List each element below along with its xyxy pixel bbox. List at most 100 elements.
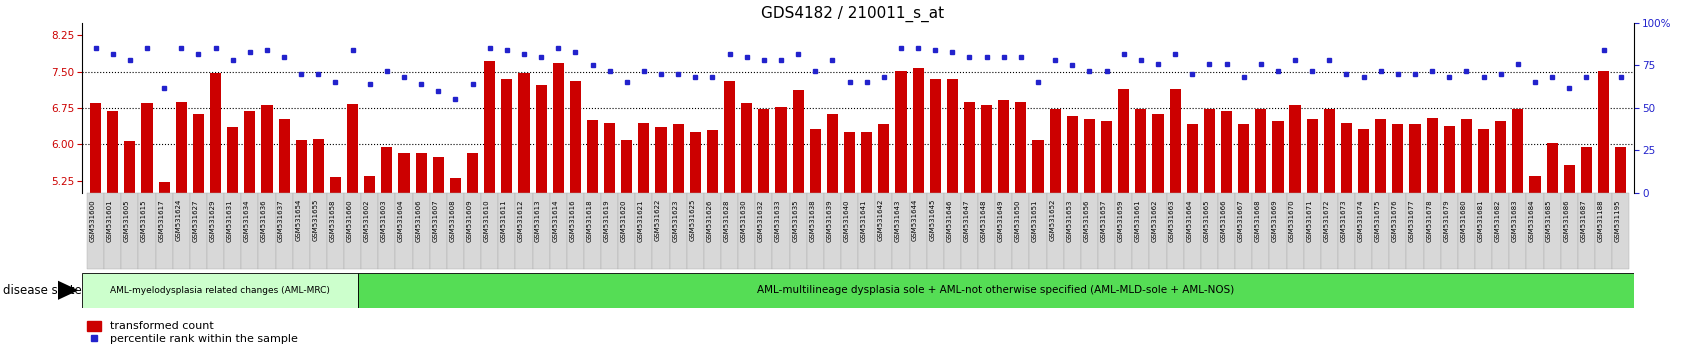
Bar [827, 114, 837, 193]
Bar [723, 81, 735, 193]
Text: GSM531665: GSM531665 [1202, 199, 1209, 241]
Bar [467, 153, 477, 193]
Bar [806, 193, 824, 269]
Bar [757, 109, 769, 193]
Bar [1115, 193, 1132, 269]
Bar [689, 132, 701, 193]
Text: GSM531662: GSM531662 [1151, 199, 1158, 241]
Text: GSM531633: GSM531633 [774, 199, 781, 242]
Text: GSM531622: GSM531622 [655, 199, 660, 241]
Bar [1306, 119, 1316, 193]
Bar [261, 104, 273, 193]
Bar [257, 193, 275, 269]
Bar [912, 68, 922, 193]
Bar [651, 193, 670, 269]
Bar [278, 119, 290, 193]
Bar [90, 103, 101, 193]
Bar [1045, 193, 1064, 269]
Bar [1217, 193, 1234, 269]
Bar [430, 193, 447, 269]
Text: GSM531636: GSM531636 [261, 199, 266, 242]
Bar [1083, 119, 1095, 193]
Text: GSM531645: GSM531645 [929, 199, 934, 241]
Bar [994, 193, 1011, 269]
Bar [858, 193, 875, 269]
Text: GSM531614: GSM531614 [552, 199, 558, 241]
Text: GSM531673: GSM531673 [1340, 199, 1345, 242]
Bar [223, 193, 240, 269]
Text: GSM531195: GSM531195 [1613, 199, 1620, 241]
Bar [227, 127, 239, 193]
Text: GSM531654: GSM531654 [295, 199, 302, 241]
Bar [210, 73, 222, 193]
Bar [793, 90, 803, 193]
Bar [1371, 193, 1388, 269]
Text: GSM531612: GSM531612 [518, 199, 523, 241]
Bar [312, 138, 324, 193]
Text: GSM531620: GSM531620 [621, 199, 626, 241]
Text: GSM531628: GSM531628 [723, 199, 730, 241]
Bar [193, 114, 205, 193]
Bar [638, 122, 650, 193]
Bar [1221, 112, 1231, 193]
Bar [772, 193, 789, 269]
Bar [587, 120, 598, 193]
Bar [1134, 109, 1146, 193]
Text: GSM531611: GSM531611 [501, 199, 506, 242]
Bar [1611, 193, 1628, 269]
Bar [1546, 143, 1557, 193]
Bar [1272, 121, 1282, 193]
Text: GSM531687: GSM531687 [1579, 199, 1586, 242]
Bar [895, 70, 905, 193]
Bar [1286, 193, 1303, 269]
Text: GSM531680: GSM531680 [1459, 199, 1466, 242]
Bar [293, 193, 310, 269]
Text: GSM531659: GSM531659 [1117, 199, 1124, 241]
Text: GSM531617: GSM531617 [159, 199, 164, 242]
Bar [501, 79, 512, 193]
Bar [1458, 193, 1475, 269]
Bar [155, 193, 172, 269]
Bar [275, 193, 293, 269]
Text: GDS4182 / 210011_s_at: GDS4182 / 210011_s_at [760, 5, 945, 22]
Text: GSM531652: GSM531652 [1049, 199, 1055, 241]
Text: GSM531661: GSM531661 [1134, 199, 1141, 242]
Text: GSM531679: GSM531679 [1442, 199, 1449, 242]
Bar [977, 193, 994, 269]
Bar [515, 193, 532, 269]
Text: GSM531638: GSM531638 [808, 199, 815, 242]
Text: GSM531608: GSM531608 [448, 199, 455, 242]
Bar [721, 193, 738, 269]
Text: AML-myelodysplasia related changes (AML-MRC): AML-myelodysplasia related changes (AML-… [109, 286, 329, 295]
Bar [789, 193, 806, 269]
Bar [892, 193, 909, 269]
Bar [810, 129, 820, 193]
Bar [1391, 124, 1403, 193]
Bar [621, 139, 633, 193]
Text: GSM531685: GSM531685 [1545, 199, 1552, 241]
Bar [1477, 129, 1488, 193]
Bar [909, 193, 926, 269]
Bar [600, 193, 617, 269]
Text: GSM531676: GSM531676 [1391, 199, 1396, 242]
Bar [176, 102, 188, 193]
Text: GSM531624: GSM531624 [176, 199, 181, 241]
Text: GSM531637: GSM531637 [278, 199, 285, 242]
Bar [926, 193, 943, 269]
Text: GSM531601: GSM531601 [107, 199, 113, 242]
Bar [481, 193, 498, 269]
Bar [670, 193, 687, 269]
Text: GSM531681: GSM531681 [1477, 199, 1483, 242]
Bar [358, 273, 1633, 308]
Text: GSM531619: GSM531619 [604, 199, 609, 242]
Bar [121, 193, 138, 269]
Bar [1251, 193, 1269, 269]
Text: GSM531621: GSM531621 [638, 199, 643, 241]
Text: GSM531600: GSM531600 [90, 199, 95, 242]
Bar [1303, 193, 1320, 269]
Bar [450, 178, 460, 193]
Bar [382, 147, 392, 193]
Bar [396, 193, 413, 269]
Bar [1204, 109, 1214, 193]
Text: GSM531610: GSM531610 [484, 199, 489, 242]
